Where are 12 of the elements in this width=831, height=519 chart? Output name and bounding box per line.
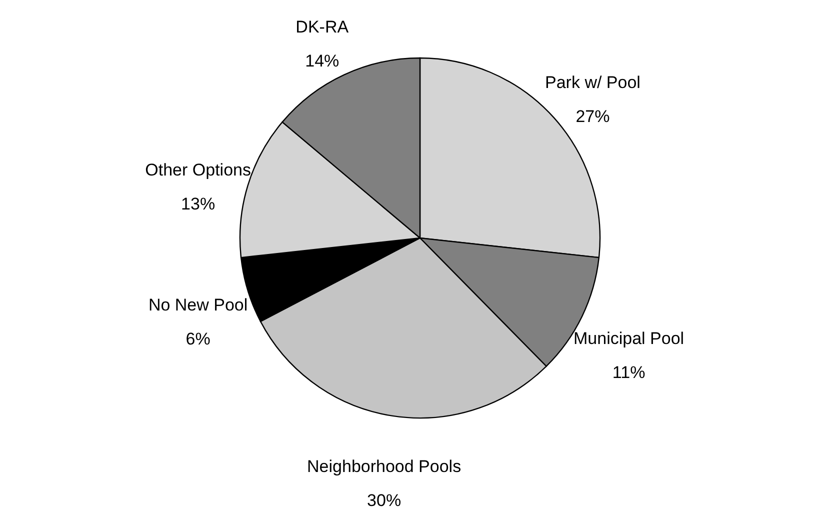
- data-label: 30%: [367, 491, 402, 510]
- slice-label: No New Pool: [148, 296, 248, 315]
- data-label: 6%: [186, 330, 210, 349]
- data-label: 13%: [181, 194, 216, 214]
- slice-label: DK-RA: [296, 18, 350, 37]
- slice-label: Neighborhood Pools: [307, 457, 462, 476]
- slice-label: Other Options: [145, 160, 251, 180]
- data-label: 27%: [576, 107, 610, 126]
- slice-label: Municipal Pool: [574, 329, 684, 348]
- data-label: 11%: [612, 363, 646, 382]
- data-label: 14%: [305, 52, 340, 71]
- slice-label: Park w/ Pool: [545, 73, 640, 92]
